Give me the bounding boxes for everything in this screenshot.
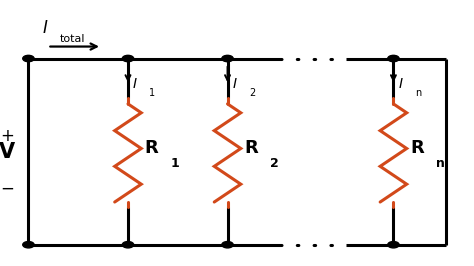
- Text: total: total: [59, 34, 85, 44]
- Circle shape: [23, 55, 34, 62]
- Text: 2: 2: [270, 157, 279, 170]
- Circle shape: [388, 242, 399, 248]
- Text: +: +: [0, 127, 14, 145]
- Text: I: I: [133, 77, 137, 91]
- Text: I: I: [398, 77, 402, 91]
- Text: 1: 1: [171, 157, 179, 170]
- Text: 1: 1: [149, 88, 155, 98]
- Circle shape: [122, 242, 134, 248]
- Text: 2: 2: [249, 88, 255, 98]
- Text: −: −: [0, 180, 14, 198]
- Text: I: I: [43, 19, 47, 37]
- Text: n: n: [436, 157, 445, 170]
- Text: n: n: [415, 88, 421, 98]
- Circle shape: [122, 55, 134, 62]
- Text: R: R: [145, 139, 158, 157]
- Circle shape: [222, 55, 233, 62]
- Text: I: I: [232, 77, 237, 91]
- Text: R: R: [244, 139, 258, 157]
- Circle shape: [222, 242, 233, 248]
- Text: R: R: [410, 139, 424, 157]
- Circle shape: [23, 242, 34, 248]
- Circle shape: [388, 55, 399, 62]
- Text: V: V: [0, 142, 15, 162]
